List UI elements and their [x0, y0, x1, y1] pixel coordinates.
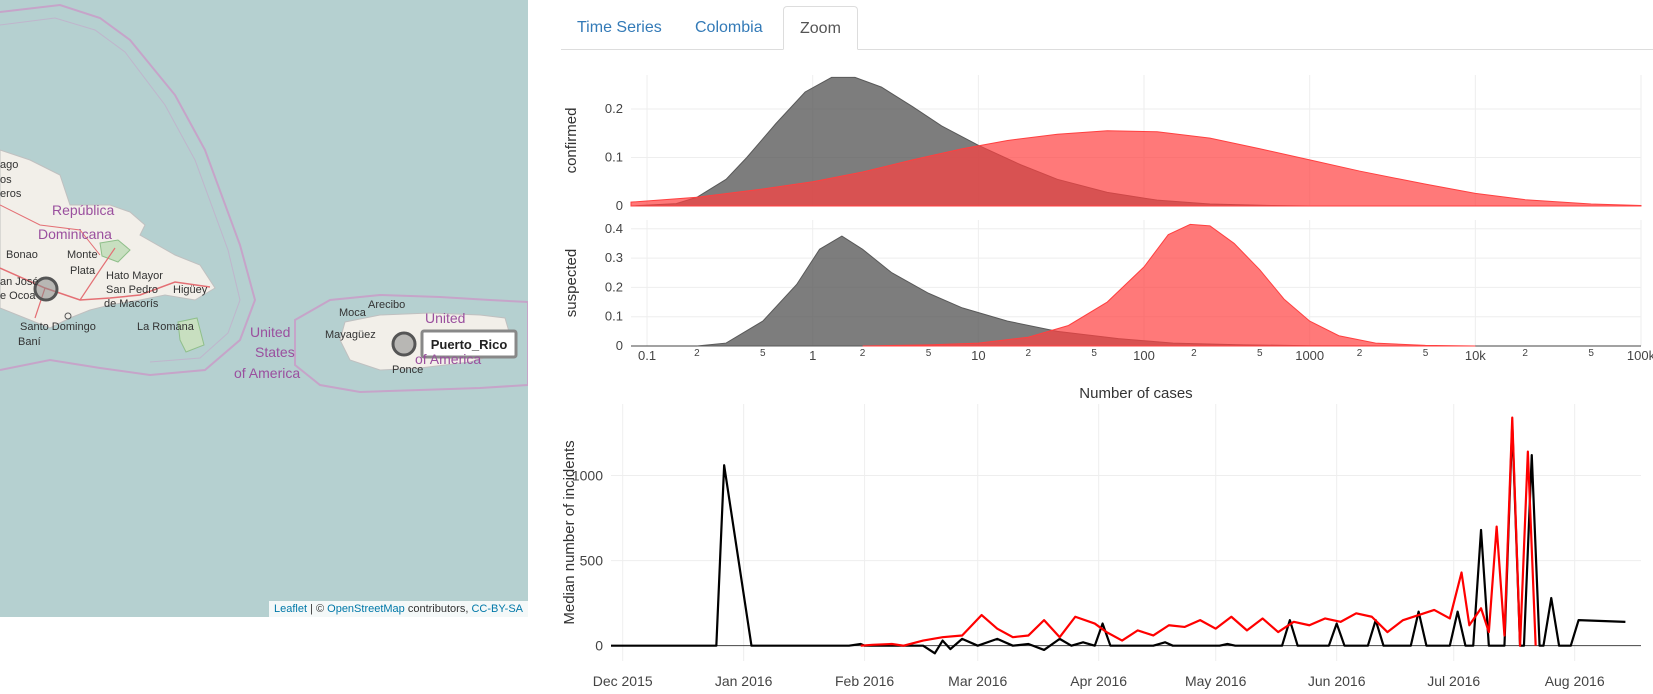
map-label: Dominicana	[38, 226, 112, 242]
puerto-rico-popup[interactable]	[420, 329, 518, 359]
tab-zoom[interactable]: Zoom	[783, 6, 858, 50]
x-tick-label: 2	[1357, 348, 1363, 359]
map-label: of America	[234, 365, 300, 381]
x-tick-label: May 2016	[1185, 673, 1247, 689]
y-tick-label: 0.1	[605, 149, 623, 164]
y-tick-label: 1000	[572, 467, 603, 483]
x-tick-label: 10	[971, 348, 985, 363]
map-label: Monte	[67, 249, 98, 261]
x-tick-label: 5	[1091, 348, 1097, 359]
x-tick-label: 0.1	[638, 348, 656, 363]
x-tick-label: Apr 2016	[1070, 673, 1127, 689]
x-tick-label: 10k	[1465, 348, 1486, 363]
x-tick-label: Jan 2016	[715, 673, 773, 689]
x-tick-label: Mar 2016	[948, 673, 1007, 689]
x-tick-label: 1000	[1295, 348, 1324, 363]
tab-bar: Time Series Colombia Zoom	[561, 6, 1653, 50]
x-tick-label: 5	[760, 348, 766, 359]
x-tick-label: Jun 2016	[1308, 673, 1366, 689]
x-tick-label: 2	[1522, 348, 1528, 359]
subplot-suspected: 0 0.1 0.2 0.3 0.4 suspected 0.1 2 5 1 2 5 10 2 5 100 2 5 1…	[563, 220, 1653, 363]
map-label: Arecibo	[368, 299, 405, 311]
y-axis-label: suspected	[563, 249, 580, 317]
map-label: Santo Domingo	[20, 321, 96, 333]
x-tick-label: Aug 2016	[1545, 673, 1605, 689]
license-link[interactable]: CC-BY-SA	[471, 603, 523, 615]
map-label: de Macorís	[104, 298, 159, 310]
map-label: United	[425, 310, 465, 326]
osm-link[interactable]: OpenStreetMap	[327, 603, 405, 615]
x-tick-label: Jul 2016	[1427, 673, 1480, 689]
x-tick-label: 5	[926, 348, 932, 359]
leaflet-map[interactable]: Puerto_Rico ago os eros República Dominicana…	[0, 0, 528, 617]
y-tick-label: 500	[580, 553, 604, 569]
y-axis-label: confirmed	[563, 108, 580, 174]
y-tick-label: 0.4	[605, 221, 623, 236]
map-label: La Romana	[137, 321, 195, 333]
x-tick-label: Feb 2016	[835, 673, 894, 689]
marker-dominican-republic[interactable]	[33, 276, 59, 302]
y-tick-label: 0.3	[605, 250, 623, 265]
x-tick-label: 1	[809, 348, 816, 363]
map-label: os	[0, 174, 12, 186]
map-label: Ponce	[392, 364, 423, 376]
x-tick-label: 100	[1133, 348, 1155, 363]
map-label: Hato Mayor	[106, 270, 163, 282]
x-tick-label: 5	[1257, 348, 1263, 359]
map-label: Bonao	[6, 249, 38, 261]
x-tick-label: 2	[1191, 348, 1197, 359]
y-tick-label: 0	[595, 638, 603, 654]
y-tick-label: 0.1	[605, 309, 623, 324]
density-area-suspected-1	[862, 223, 1476, 347]
map-tiles: Puerto_Rico ago os eros República Dominicana…	[0, 3, 528, 394]
leaflet-link[interactable]: Leaflet	[273, 603, 307, 615]
map-label: an José	[0, 276, 39, 288]
x-tick-label: 5	[1588, 348, 1594, 359]
y-tick-label: 0.2	[605, 101, 623, 116]
y-tick-label: 0.2	[605, 279, 623, 294]
map-label: eros	[0, 188, 22, 200]
tab-time-series[interactable]: Time Series	[577, 19, 662, 36]
x-tick-label: 5	[1423, 348, 1429, 359]
marker-puerto-rico[interactable]	[391, 331, 417, 357]
map-label: Baní	[18, 336, 41, 348]
maritime-boundary	[0, 3, 257, 377]
map-label: e Ocoa	[0, 290, 36, 302]
x-tick-label: 100k	[1627, 348, 1653, 363]
map-label: Moca	[339, 307, 367, 319]
map-label: States	[255, 344, 295, 360]
x-tick-label: 2	[860, 348, 866, 359]
x-tick-label: 2	[694, 348, 700, 359]
series-line-red	[860, 416, 1537, 647]
map-label: República	[52, 202, 114, 218]
map-label: Plata	[70, 265, 96, 277]
map-label: San Pedro	[106, 284, 158, 296]
density-area-confirmed-1	[630, 130, 1642, 207]
map-label: Higüey	[173, 284, 208, 296]
y-tick-label: 0	[616, 338, 623, 353]
map-label: of America	[415, 351, 481, 367]
popup-label: Puerto_Rico	[431, 337, 508, 352]
x-axis-label: Number of cases	[1079, 385, 1192, 402]
map-attribution: Leaflet | © OpenStreetMap contributors, …	[268, 601, 528, 617]
x-tick-label: 2	[1025, 348, 1031, 359]
subplot-time-series: Dec 2015 Jan 2016 Feb 2016 Mar 2016 Apr 2016…	[561, 404, 1641, 689]
map-label: ago	[0, 159, 18, 171]
map-label: United	[250, 324, 290, 340]
y-tick-label: 0	[616, 198, 623, 213]
x-tick-label: Dec 2015	[593, 673, 653, 689]
y-axis-label: Median number of incidents	[561, 440, 578, 624]
tab-colombia[interactable]: Colombia	[695, 19, 763, 36]
chart-panel: 0 0.1 0.2 confirmed 0 0.1 0.2 0.3 0.4 suspected 0.…	[561, 75, 1653, 689]
subplot-confirmed: 0 0.1 0.2 confirmed	[563, 75, 1642, 213]
map-label: Mayagüez	[325, 329, 376, 341]
